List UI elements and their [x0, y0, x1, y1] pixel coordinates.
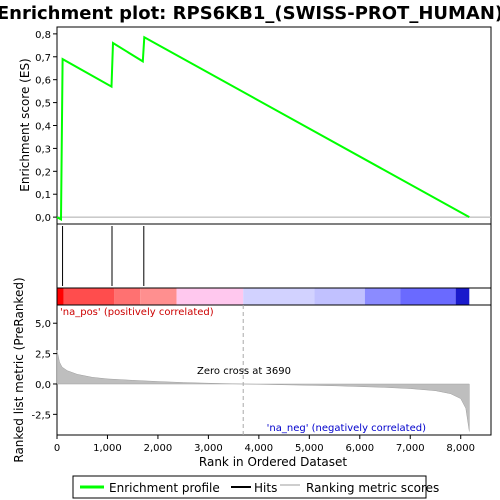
- metric-axis-ticks: 5,0 2,5 0,0 -2,5: [31, 319, 57, 421]
- es-tick-label: 0,3: [35, 144, 51, 155]
- zero-cross-annotation: Zero cross at 3690: [197, 366, 291, 377]
- neg-correlated-label: 'na_neg' (negatively correlated): [267, 423, 426, 434]
- x-tick-label: 3,000: [194, 443, 223, 454]
- es-tick-label: 0,4: [35, 122, 51, 133]
- legend-metric-label: Ranking metric scores: [306, 481, 439, 495]
- heat-band: [455, 288, 470, 305]
- es-axis-ticks: 0,0 0,1 0,2 0,3 0,4 0,5 0,6 0,7 0,8: [35, 30, 57, 224]
- es-tick-label: 0,8: [35, 30, 51, 41]
- x-axis-ticks: 0 1,000 2,000 3,000 4,000 5,000 6,000 7,000 8,00…: [54, 435, 475, 454]
- heat-band: [400, 288, 456, 305]
- es-tick-label: 0,1: [35, 190, 51, 201]
- x-tick-label: 2,000: [144, 443, 173, 454]
- ranking-metric-area: [56, 349, 470, 432]
- heat-band: [63, 288, 115, 305]
- metric-tick-label: 5,0: [35, 319, 51, 330]
- es-panel-frame: [56, 26, 492, 225]
- heat-band: [243, 288, 315, 305]
- legend-hits-label: Hits: [254, 481, 277, 495]
- x-tick-label: 8,000: [446, 443, 475, 454]
- chart-title: Enrichment plot: RPS6KB1_(SWISS-PROT_HUM…: [0, 3, 500, 24]
- heat-band: [57, 288, 64, 305]
- es-axis-label: Enrichment score (ES): [18, 58, 32, 191]
- x-axis-label: Rank in Ordered Dataset: [199, 455, 347, 469]
- x-tick-label: 1,000: [93, 443, 122, 454]
- es-tick-label: 0,5: [35, 99, 51, 110]
- heat-band: [140, 288, 177, 305]
- x-tick-label: 5,000: [295, 443, 324, 454]
- es-tick-label: 0,6: [35, 76, 51, 87]
- heat-band: [114, 288, 141, 305]
- legend-enrichment-label: Enrichment profile: [109, 481, 220, 495]
- metric-tick-label: 2,5: [35, 350, 51, 361]
- metric-tick-label: 0,0: [35, 380, 51, 391]
- metric-tick-label: -2,5: [31, 410, 51, 421]
- es-tick-label: 0,2: [35, 167, 51, 178]
- x-tick-label: 4,000: [245, 443, 274, 454]
- hits-panel-frame: [56, 223, 492, 289]
- hits-marks: [62, 226, 145, 286]
- metric-axis-label: Ranked list metric (PreRanked): [12, 277, 26, 462]
- pos-correlated-label: 'na_pos' (positively correlated): [60, 307, 214, 318]
- heat-band: [176, 288, 244, 305]
- es-tick-label: 0,7: [35, 53, 51, 64]
- enrichment-profile-line: [56, 35, 470, 222]
- es-tick-label: 0,0: [35, 213, 51, 224]
- heat-band: [314, 288, 365, 305]
- heat-band: [364, 288, 401, 305]
- x-tick-label: 6,000: [345, 443, 374, 454]
- rank-heat-bar: [57, 288, 470, 305]
- x-tick-label: 7,000: [396, 443, 425, 454]
- x-tick-label: 0: [54, 443, 60, 454]
